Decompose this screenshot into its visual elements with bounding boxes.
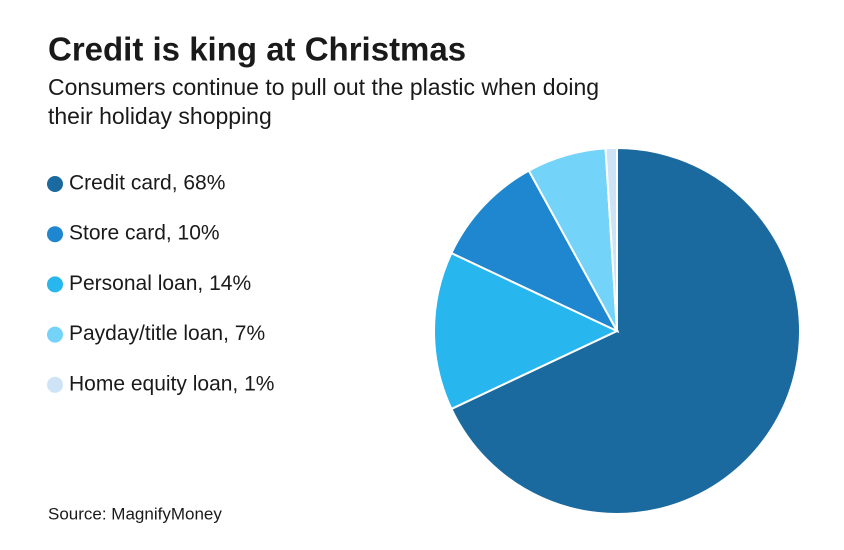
pie-slice xyxy=(450,146,801,515)
legend-marker xyxy=(47,326,63,343)
pie-slice xyxy=(433,251,620,411)
legend-marker xyxy=(47,276,63,293)
legend-label: Payday/title loan, 7% xyxy=(69,322,265,345)
chart-subtitle: their holiday shopping xyxy=(48,103,272,129)
source: Source: MagnifyMoney xyxy=(48,504,222,523)
chart-subtitle: Consumers continue to pull out the plast… xyxy=(48,74,599,100)
legend-label: Credit card, 68% xyxy=(69,172,225,195)
pie-slice xyxy=(450,169,620,334)
legend-marker xyxy=(47,226,63,243)
chart-title: Credit is king at Christmas xyxy=(48,31,466,68)
legend-label: Personal loan, 14% xyxy=(69,272,251,295)
legend-marker xyxy=(47,376,63,393)
legend-marker xyxy=(47,176,63,192)
pie-slice xyxy=(604,146,618,332)
legend-label: Store card, 10% xyxy=(69,222,220,245)
legend-label: Home equity loan, 1% xyxy=(69,372,274,395)
